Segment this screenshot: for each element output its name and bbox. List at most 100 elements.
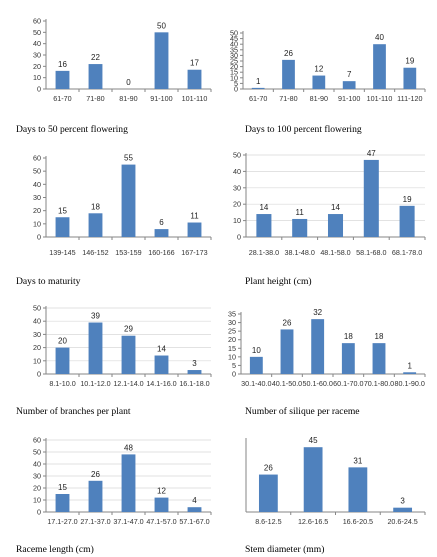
y-tick-label: 60	[33, 17, 41, 26]
bar	[251, 87, 265, 89]
y-tick-label: 40	[230, 40, 238, 49]
y-tick-label: 10	[228, 352, 236, 361]
bar	[363, 159, 379, 237]
chart-8: 26 8.6-12.5 45 12.6-16.5 31 16.6-20.5 3 20.6-24…	[245, 436, 426, 555]
data-label: 55	[124, 154, 133, 163]
chart-1: 0 10 20 30 40 50 60 16 61-70 22 71-80 0 81-90 50 91-10…	[16, 17, 212, 135]
x-tick-label: 139-145	[49, 248, 75, 257]
y-tick-label: 50	[33, 448, 41, 457]
y-tick-label: 25	[228, 327, 236, 336]
data-label: 26	[283, 318, 292, 327]
y-tick-label: 30	[33, 472, 41, 481]
x-tick-label: 61-70	[53, 94, 71, 103]
x-tick-label: 27.1-37.0	[80, 517, 110, 526]
data-label: 15	[58, 206, 67, 215]
y-tick-label: 20	[33, 343, 41, 352]
y-tick-label: 20	[33, 62, 41, 71]
x-tick-label: 14.1-16.0	[146, 379, 176, 388]
bar	[55, 70, 70, 89]
x-tick-label: 70.1-80.0	[364, 379, 394, 388]
chart-6: 051015202530351030.1-40.02640.1-50.03250…	[228, 308, 426, 417]
chart-caption: Days to 100 percent flowering	[245, 124, 362, 135]
data-label: 1	[407, 361, 412, 370]
y-tick-label: 50	[33, 167, 41, 176]
x-tick-label: 17.1-27.0	[47, 517, 77, 526]
data-label: 19	[403, 195, 412, 204]
y-tick-label: 50	[230, 29, 238, 38]
x-tick-label: 8.6-12.5	[255, 517, 281, 526]
data-label: 50	[157, 21, 166, 30]
data-label: 11	[190, 212, 199, 221]
y-tick-label: 15	[230, 68, 238, 77]
bar	[88, 322, 103, 374]
y-tick-label: 10	[33, 219, 41, 228]
x-tick-label: 71-80	[86, 94, 104, 103]
x-tick-label: 101-110	[367, 94, 393, 103]
x-tick-label: 20.6-24.5	[387, 517, 417, 526]
bar	[327, 214, 344, 237]
y-tick-label: 40	[33, 180, 41, 189]
y-tick-label: 20	[228, 335, 236, 344]
bar	[311, 319, 325, 374]
y-tick-label: 0	[237, 233, 241, 242]
x-tick-label: 68.1-78.0	[392, 248, 422, 257]
data-label: 4	[192, 496, 197, 505]
y-tick-label: 10	[230, 73, 238, 82]
bar	[373, 44, 386, 89]
y-tick-label: 40	[33, 317, 41, 326]
x-tick-label: 40.1-50.0	[272, 379, 302, 388]
data-label: 3	[400, 497, 405, 506]
data-label: 39	[91, 312, 100, 321]
bar	[342, 81, 356, 89]
y-tick-label: 35	[230, 45, 238, 54]
data-label: 14	[331, 203, 340, 212]
y-tick-label: 0	[37, 85, 41, 94]
y-tick-label: 50	[33, 28, 41, 37]
y-tick-label: 5	[232, 361, 236, 370]
bar	[55, 494, 70, 512]
data-label: 6	[159, 218, 164, 227]
data-label: 17	[190, 59, 199, 68]
chart-caption: Plant height (cm)	[245, 276, 312, 287]
bar	[121, 164, 136, 237]
y-tick-label: 35	[228, 310, 236, 319]
chart-caption: Number of branches per plant	[16, 406, 131, 417]
bar	[187, 222, 202, 237]
bar	[280, 329, 294, 374]
data-label: 16	[58, 60, 67, 69]
data-label: 12	[314, 65, 323, 74]
y-tick-label: 10	[33, 356, 41, 365]
y-tick-label: 20	[230, 62, 238, 71]
bar	[249, 356, 263, 374]
bar	[399, 205, 415, 237]
y-tick-label: 40	[33, 460, 41, 469]
bar	[121, 454, 136, 512]
chart-3: 0 10 20 30 40 50 60 15 139-145 18 146-152 55 153-159…	[16, 154, 212, 287]
y-tick-label: 10	[33, 496, 41, 505]
data-label: 26	[91, 470, 100, 479]
x-tick-label: 91-100	[150, 94, 172, 103]
chart-7: 0 10 20 30 40 50 60 15 17.1-27.0 26 27.1-37.0 48 37.…	[16, 436, 212, 555]
y-tick-label: 10	[33, 73, 41, 82]
y-tick-label: 20	[33, 206, 41, 215]
bar	[88, 64, 103, 89]
chart-caption: Number of silique per raceme	[245, 406, 360, 417]
x-tick-label: 58.1-68.0	[356, 248, 386, 257]
y-tick-label: 0	[37, 508, 41, 517]
bar	[303, 447, 323, 512]
data-label: 1	[256, 77, 261, 86]
data-label: 19	[405, 57, 414, 66]
chart-2: 05101520253035404550161-702671-801281-90…	[230, 29, 426, 135]
chart-caption: Raceme length (cm)	[16, 544, 94, 555]
x-tick-label: 12.1-14.0	[113, 379, 143, 388]
bar	[341, 343, 355, 374]
y-tick-label: 0	[232, 370, 236, 379]
y-tick-label: 25	[230, 57, 238, 66]
x-tick-label: 38.1-48.0	[285, 248, 315, 257]
y-tick-label: 60	[33, 436, 41, 445]
x-tick-label: 28.1-38.0	[249, 248, 279, 257]
chart-5: 0 10 20 30 40 50 20 8.1-10.0 39 10.1-12.0 29 12.1-1…	[16, 304, 212, 417]
bar	[154, 355, 169, 374]
y-tick-label: 40	[233, 167, 241, 176]
